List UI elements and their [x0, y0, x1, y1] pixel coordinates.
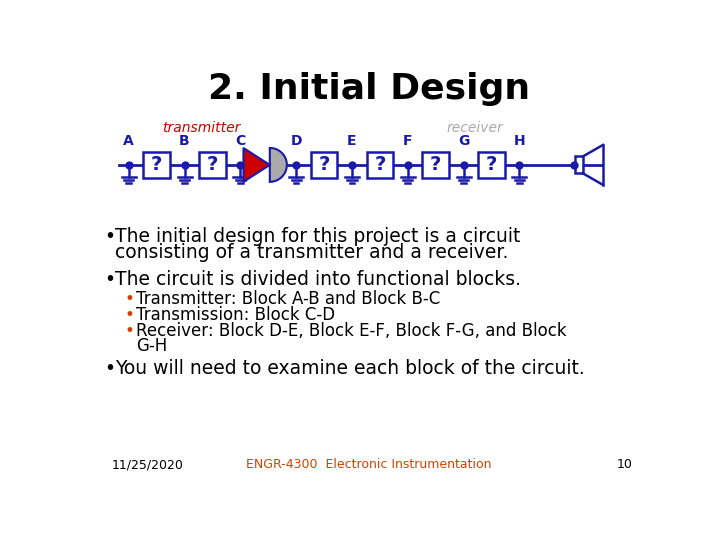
Bar: [143, 152, 170, 178]
Text: Transmitter: Block A-B and Block B-C: Transmitter: Block A-B and Block B-C: [136, 289, 440, 308]
Text: B: B: [179, 134, 190, 148]
Text: 11/25/2020: 11/25/2020: [112, 458, 184, 471]
Text: ENGR-4300  Electronic Instrumentation: ENGR-4300 Electronic Instrumentation: [246, 458, 492, 471]
Text: consisting of a transmitter and a receiver.: consisting of a transmitter and a receiv…: [114, 244, 508, 262]
Text: H: H: [513, 134, 525, 148]
Text: ?: ?: [430, 156, 441, 174]
Text: Transmission: Block C-D: Transmission: Block C-D: [136, 306, 335, 324]
Text: E: E: [347, 134, 356, 148]
Text: •: •: [125, 306, 135, 324]
Text: G: G: [458, 134, 469, 148]
Text: •: •: [125, 289, 135, 308]
Bar: [311, 152, 337, 178]
Text: C: C: [235, 134, 246, 148]
Text: The initial design for this project is a circuit: The initial design for this project is a…: [114, 226, 520, 246]
Text: 10: 10: [616, 458, 632, 471]
Text: •: •: [104, 226, 115, 246]
Bar: [199, 152, 225, 178]
Text: A: A: [123, 134, 134, 148]
Text: D: D: [290, 134, 302, 148]
Text: ?: ?: [318, 156, 330, 174]
Text: ?: ?: [374, 156, 385, 174]
Text: F: F: [403, 134, 413, 148]
Text: •: •: [125, 322, 135, 340]
Text: transmitter: transmitter: [161, 121, 240, 135]
Text: receiver: receiver: [446, 121, 503, 135]
Text: The circuit is divided into functional blocks.: The circuit is divided into functional b…: [114, 269, 521, 288]
Text: G-H: G-H: [136, 336, 167, 355]
Text: ?: ?: [207, 156, 218, 174]
Text: You will need to examine each block of the circuit.: You will need to examine each block of t…: [114, 359, 585, 378]
Polygon shape: [270, 148, 287, 182]
Text: ?: ?: [151, 156, 162, 174]
Bar: [366, 152, 393, 178]
Text: •: •: [104, 269, 115, 288]
Text: ?: ?: [486, 156, 497, 174]
Text: •: •: [104, 359, 115, 378]
Bar: [478, 152, 505, 178]
Text: 2. Initial Design: 2. Initial Design: [208, 72, 530, 106]
Polygon shape: [243, 148, 270, 182]
Bar: [575, 157, 583, 173]
Text: Receiver: Block D-E, Block E-F, Block F-G, and Block: Receiver: Block D-E, Block E-F, Block F-…: [136, 322, 567, 340]
Bar: [423, 152, 449, 178]
